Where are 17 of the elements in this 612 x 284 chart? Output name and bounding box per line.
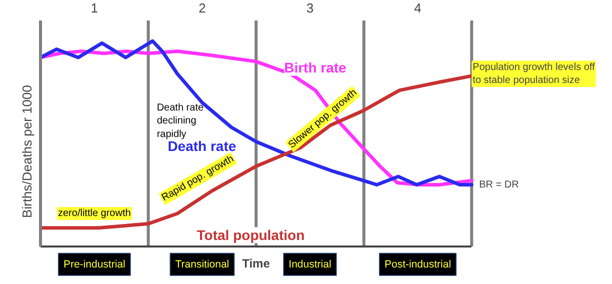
annotation: Death rate declining rapidly xyxy=(156,102,204,140)
x-tick-label: 1 xyxy=(90,0,98,16)
text: Post-industrial xyxy=(384,258,452,270)
text: Transitional xyxy=(175,258,230,270)
x-tick-label: 2 xyxy=(198,0,206,16)
series-label: Birth rate xyxy=(284,60,347,76)
series-label: Death rate xyxy=(168,138,236,154)
x-tick-label: 3 xyxy=(306,0,314,16)
text: Pre-industrial xyxy=(63,258,126,270)
y-axis-title: Births/Deaths per 1000 xyxy=(20,85,34,218)
x-tick-label: 4 xyxy=(414,0,422,16)
text: Industrial xyxy=(288,258,332,270)
annotation: Population growth levels off to stable population size xyxy=(472,62,595,86)
annotation: BR = DR xyxy=(479,179,519,190)
series-label: Total population xyxy=(196,227,305,244)
annotation: zero/little growth xyxy=(58,208,131,220)
x-axis-title: Time xyxy=(242,256,270,270)
